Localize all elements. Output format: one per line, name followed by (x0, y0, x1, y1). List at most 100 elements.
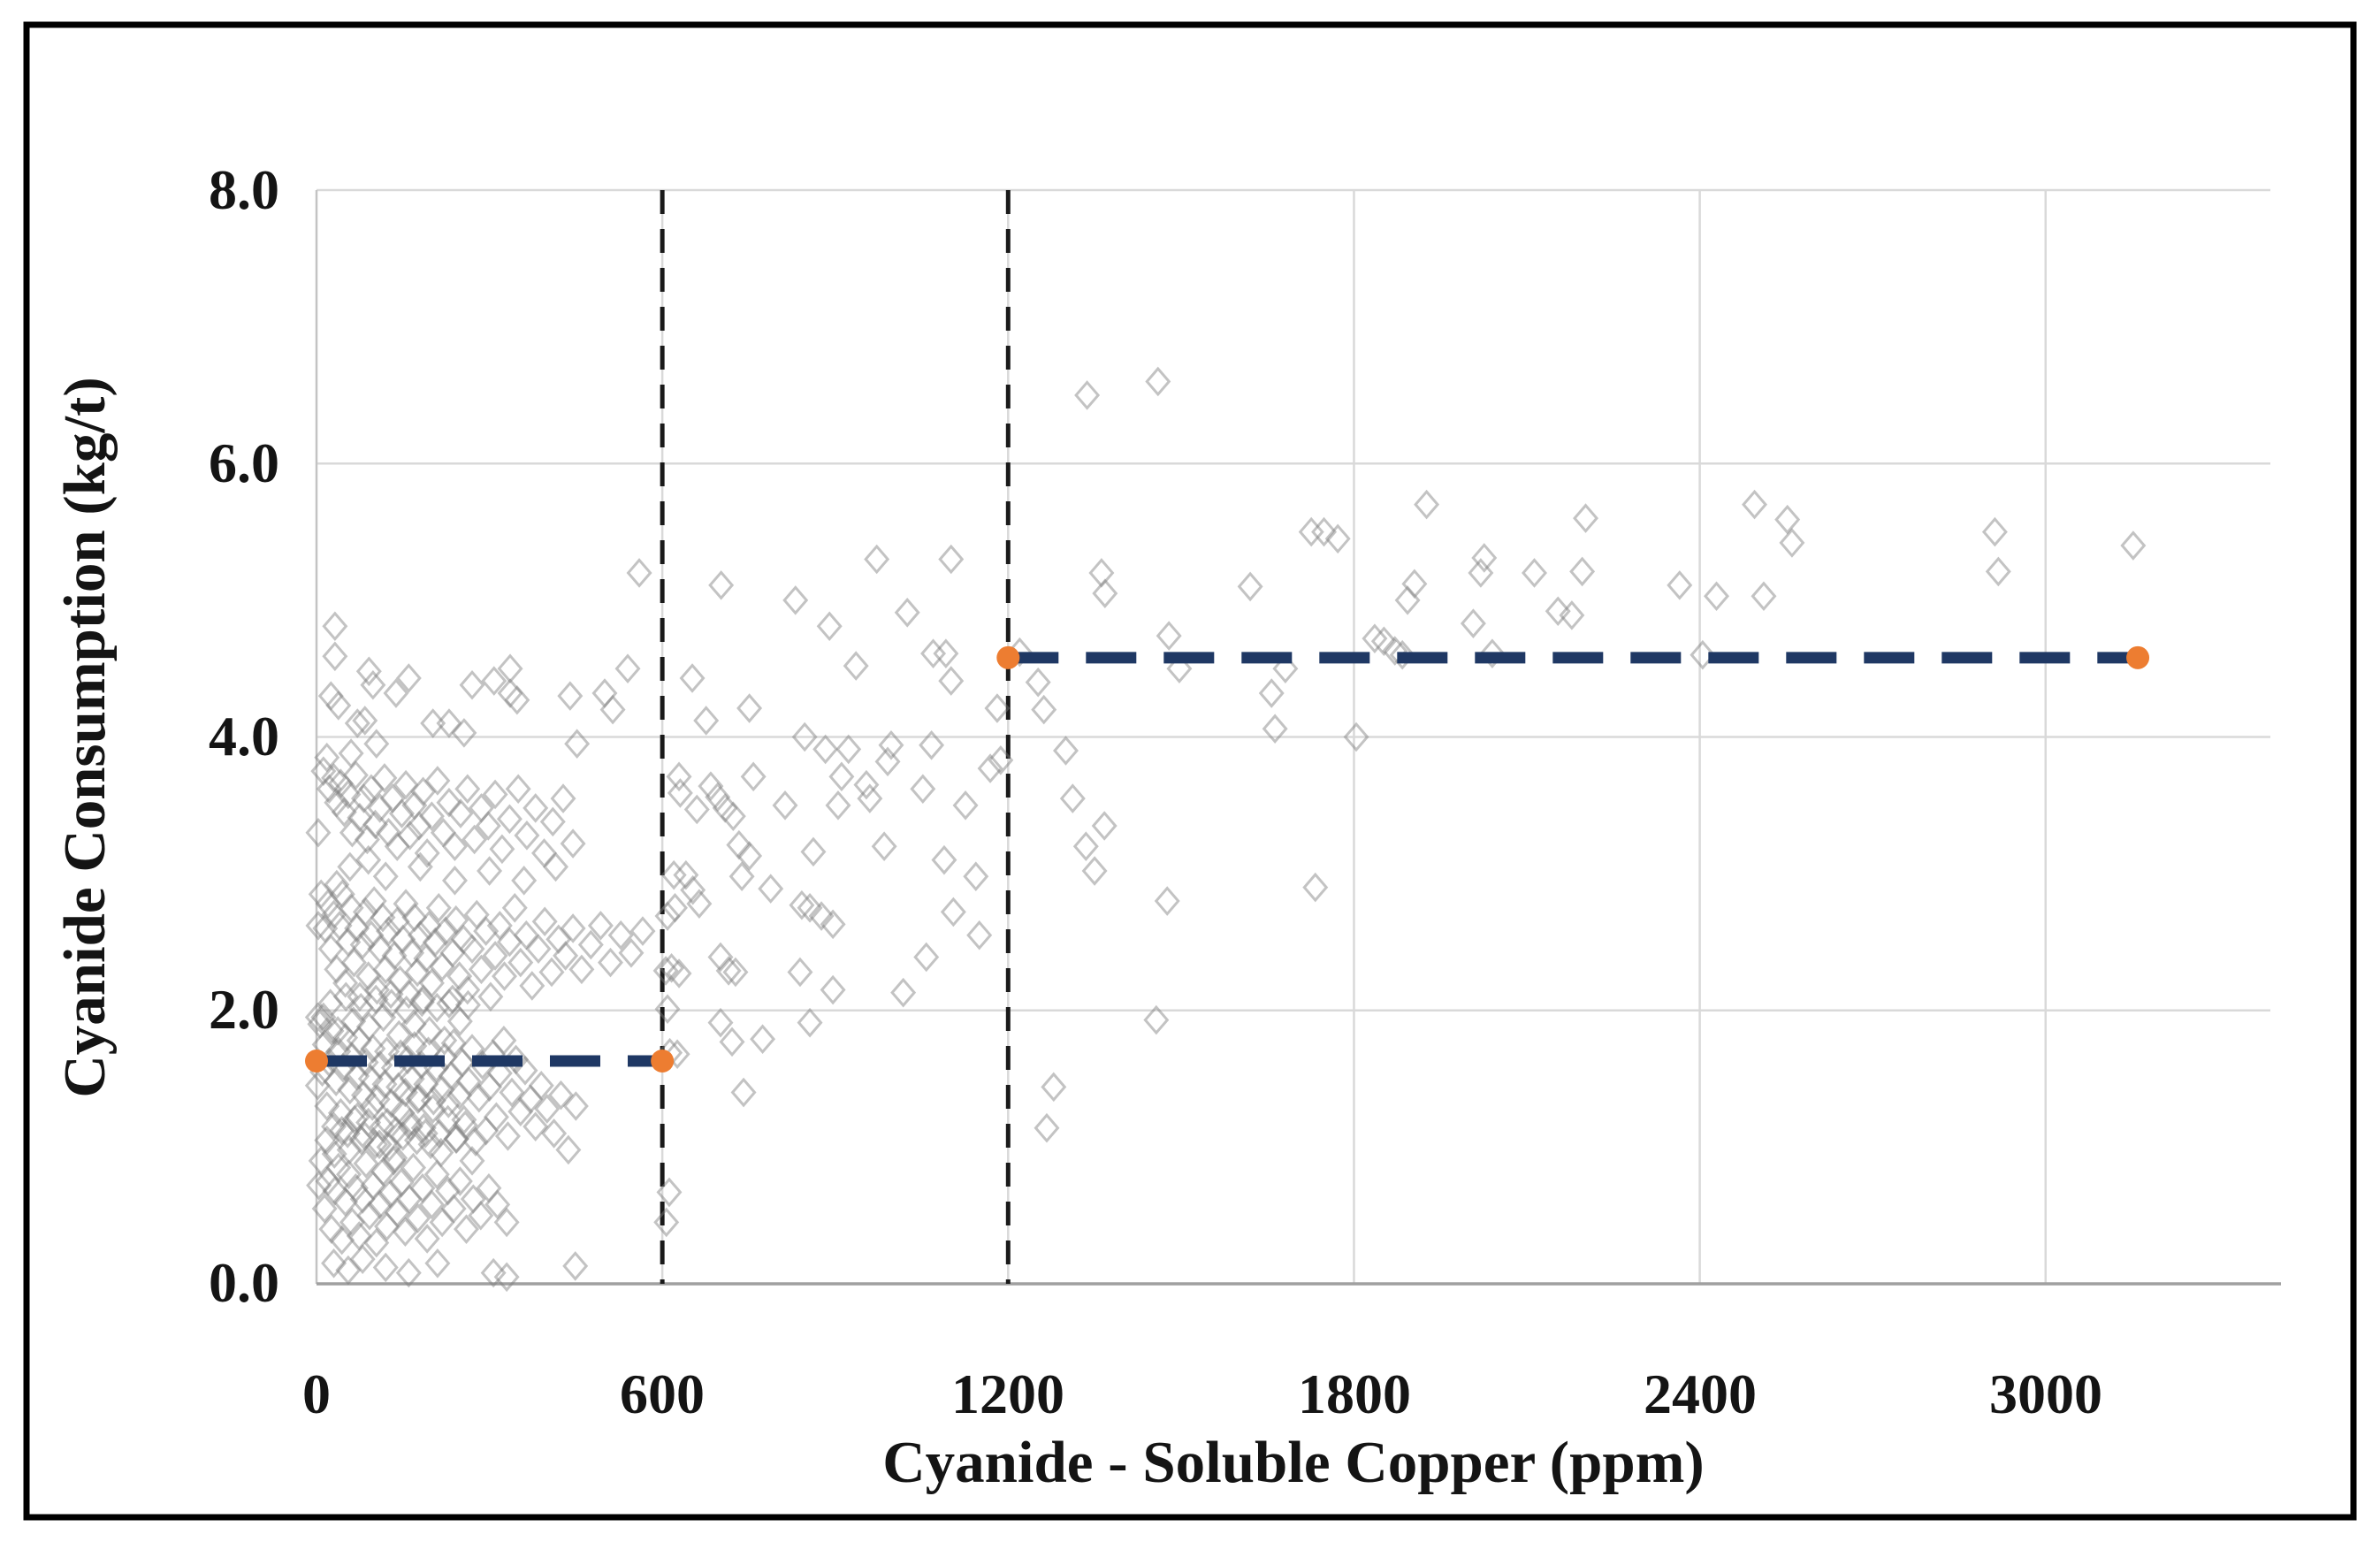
data-point-diamond (347, 992, 374, 1023)
data-point-diamond (722, 957, 749, 988)
data-point-diamond (341, 1104, 368, 1135)
data-point-diamond (335, 927, 362, 958)
data-point-diamond (1573, 503, 1599, 533)
data-point-diamond (1414, 489, 1440, 520)
data-point-diamond (454, 774, 481, 805)
data-point-diamond (316, 774, 342, 805)
data-point-diamond (1072, 831, 1099, 861)
data-point-diamond (1774, 504, 1801, 535)
data-point-diamond (919, 729, 945, 760)
data-point-diamond (666, 958, 692, 989)
data-point-diamond (587, 911, 614, 941)
data-point-diamond (400, 1009, 427, 1040)
data-point-diamond (435, 1176, 462, 1206)
data-point-diamond (528, 1070, 554, 1101)
data-point-diamond (364, 1084, 391, 1115)
x-axis-title: Cyanide - Soluble Copper (ppm) (882, 1430, 1704, 1495)
data-point-diamond (389, 1097, 416, 1128)
data-point-diamond (1690, 639, 1716, 670)
data-point-diamond (864, 544, 890, 575)
data-point-diamond (304, 1002, 331, 1033)
data-point-diamond (305, 911, 332, 941)
data-point-diamond (531, 838, 557, 868)
data-point-diamond (736, 841, 763, 871)
data-point-diamond (931, 844, 957, 875)
data-point-diamond (438, 1061, 464, 1091)
data-point-diamond (1302, 872, 1329, 903)
data-point-diamond (344, 708, 370, 738)
data-point-diamond (325, 1152, 352, 1183)
data-point-diamond (372, 954, 399, 985)
data-point-diamond (404, 957, 431, 988)
data-point-diamond (370, 902, 396, 933)
figure-border (23, 21, 2357, 1521)
data-point-diamond (315, 1166, 341, 1196)
data-point-diamond (938, 666, 965, 696)
data-point-diamond (486, 911, 513, 941)
data-point-diamond (656, 1177, 683, 1208)
data-point-diamond (705, 782, 731, 813)
data-point-diamond (325, 691, 352, 721)
axis-labels-layer: 0.0 2.0 4.0 6.0 8.0 0 600 1200 1800 2400… (52, 158, 2102, 1495)
data-point-diamond (726, 829, 752, 860)
data-point-diamond (396, 1184, 423, 1214)
data-point-diamond (362, 809, 388, 840)
data-point-diamond (541, 1118, 568, 1149)
data-point-diamond (462, 824, 488, 855)
data-point-diamond (659, 953, 685, 983)
data-point-diamond (797, 892, 823, 923)
data-point-diamond (984, 693, 1011, 723)
data-point-diamond (473, 916, 500, 946)
data-point-diamond (459, 1146, 485, 1176)
data-point-diamond (660, 859, 687, 890)
data-point-diamond (507, 947, 534, 978)
threshold-lines-layer (660, 190, 1011, 1284)
data-point-diamond (482, 779, 508, 810)
data-point-diamond (374, 1107, 400, 1138)
data-point-diamond (439, 938, 466, 968)
data-point-diamond (654, 901, 681, 931)
data-point-diamond (339, 1207, 365, 1238)
data-point-diamond (423, 1159, 450, 1190)
data-point-diamond (468, 1200, 494, 1231)
data-point-diamond (322, 611, 348, 642)
data-point-diamond (408, 987, 435, 1018)
data-point-diamond (1088, 558, 1115, 588)
data-point-diamond (782, 585, 809, 615)
data-point-diamond (387, 1039, 414, 1070)
data-point-diamond (431, 1042, 458, 1073)
data-point-diamond (362, 984, 389, 1015)
data-point-diamond (407, 851, 433, 882)
data-point-diamond (1154, 886, 1180, 916)
data-point-diamond (387, 965, 414, 996)
data-point-diamond (555, 1134, 582, 1165)
data-point-diamond (560, 913, 586, 943)
data-point-diamond (468, 793, 494, 823)
data-point-diamond (308, 1146, 334, 1176)
x-tick-label: 0 (302, 1363, 331, 1425)
data-point-diamond (591, 678, 618, 708)
data-point-diamond (360, 1170, 386, 1201)
data-point-diamond (693, 706, 720, 736)
data-point-diamond (337, 851, 363, 882)
data-point-diamond (507, 1096, 534, 1126)
data-point-diamond (397, 1107, 423, 1138)
data-point-diamond (1262, 714, 1288, 744)
data-point-diamond (367, 934, 393, 964)
data-point-diamond (349, 1244, 376, 1274)
data-point-diamond (346, 1025, 372, 1056)
data-point-diamond (459, 669, 485, 700)
data-point-diamond (412, 1118, 439, 1149)
data-point-diamond (1258, 678, 1285, 708)
data-point-diamond (654, 994, 681, 1024)
data-point-diamond (1081, 856, 1108, 886)
data-point-diamond (496, 804, 523, 835)
data-point-diamond (317, 681, 344, 711)
data-point-diamond (938, 544, 965, 575)
data-point-diamond (383, 678, 409, 708)
data-point-diamond (547, 1080, 574, 1111)
data-point-diamond (413, 943, 439, 973)
data-point-diamond (369, 1111, 395, 1141)
data-point-diamond (1059, 783, 1086, 813)
data-point-diamond (418, 1189, 445, 1220)
